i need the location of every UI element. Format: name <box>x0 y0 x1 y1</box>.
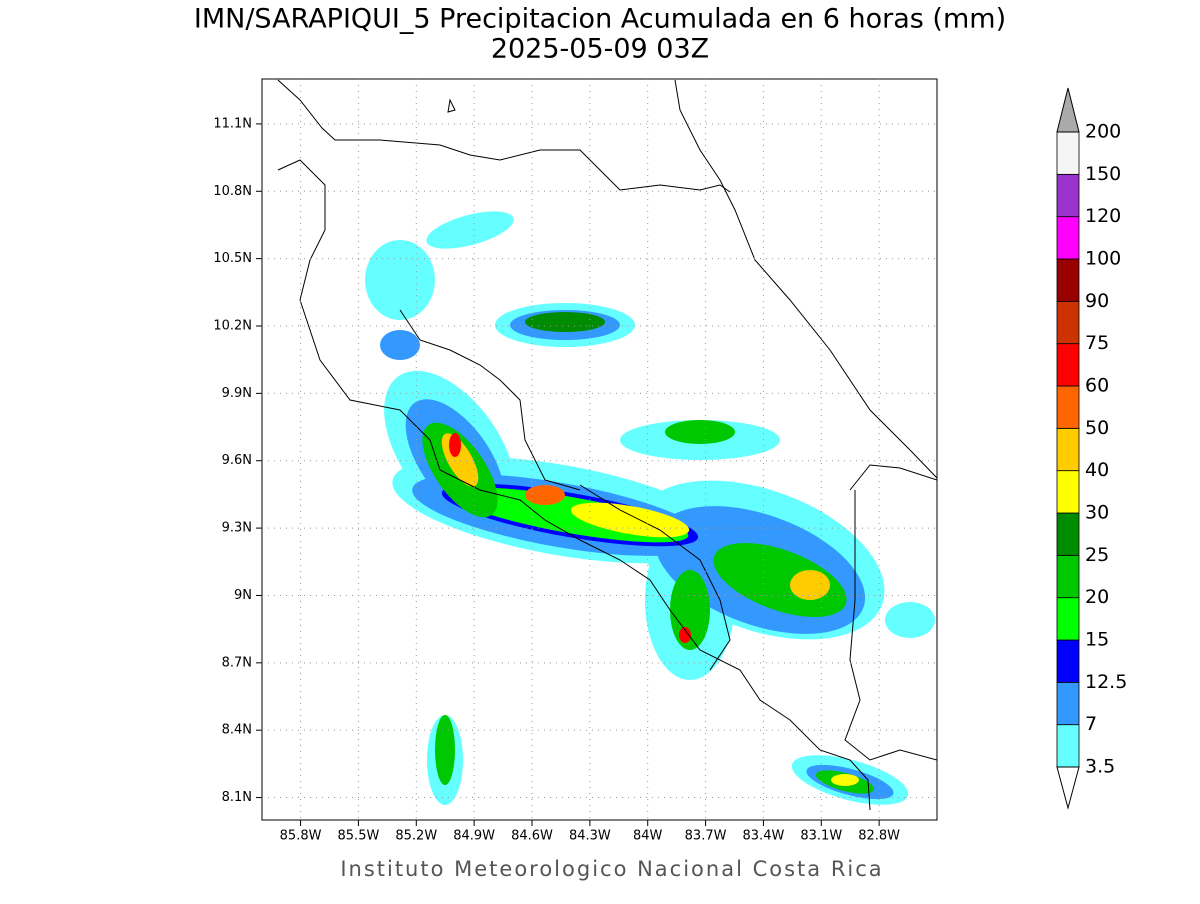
colorbar-label: 150 <box>1085 163 1121 185</box>
colorbar-bin <box>1056 343 1080 387</box>
lat-tick-label: 10.5N <box>213 251 252 266</box>
precipitation-field <box>365 211 935 805</box>
lat-tick-label: 9.9N <box>222 386 252 401</box>
lon-tick-label: 83.7W <box>685 829 727 844</box>
colorbar-over <box>1056 87 1080 133</box>
lon-tick-label: 83.1W <box>800 829 842 844</box>
lat-tick-label: 9.3N <box>222 521 252 536</box>
colorbar-label: 90 <box>1085 290 1109 312</box>
lon-tick-label: 84.6W <box>511 829 553 844</box>
colorbar-label: 75 <box>1085 332 1109 354</box>
lat-tick-label: 10.2N <box>213 319 252 334</box>
colorbar-bin <box>1056 597 1080 641</box>
colorbar-bin <box>1056 131 1080 175</box>
colorbar-bin <box>1056 639 1080 683</box>
colorbar-label: 30 <box>1085 502 1109 524</box>
lat-tick-label: 11.1N <box>213 116 252 131</box>
colorbar-label: 3.5 <box>1085 756 1115 778</box>
coastlines <box>277 79 937 811</box>
lat-tick-label: 9N <box>234 588 252 603</box>
colorbar-label: 60 <box>1085 375 1109 397</box>
lon-tick-label: 84.9W <box>453 829 495 844</box>
title: IMN/SARAPIQUI_5 Precipitacion Acumulada … <box>194 4 1006 35</box>
lat-tick-label: 8.1N <box>222 790 252 805</box>
colorbar-label: 40 <box>1085 459 1109 481</box>
colorbar-label: 120 <box>1085 205 1121 227</box>
colorbar-under <box>1056 766 1080 810</box>
lon-tick-label: 83.4W <box>743 829 785 844</box>
colorbar-label: 100 <box>1085 248 1121 270</box>
colorbar-bin <box>1056 300 1080 345</box>
colorbar-label: 50 <box>1085 417 1109 439</box>
lon-tick-label: 85.2W <box>395 829 437 844</box>
lat-tick-label: 10.8N <box>213 184 252 199</box>
footer: Instituto Meteorologico Nacional Costa R… <box>340 857 883 881</box>
lon-tick-label: 85.8W <box>280 829 322 844</box>
colorbar-bin <box>1056 681 1080 726</box>
colorbar-bin <box>1056 427 1080 472</box>
colorbar-bin <box>1056 470 1080 514</box>
colorbar-label: 12.5 <box>1085 671 1127 693</box>
colorbar-label: 7 <box>1085 713 1097 735</box>
colorbar-bin <box>1056 724 1080 768</box>
colorbar-label: 200 <box>1085 121 1121 143</box>
lon-tick-label: 84W <box>633 829 663 844</box>
colorbar-bin <box>1056 216 1080 260</box>
colorbar-label: 15 <box>1085 629 1109 651</box>
lat-tick-label: 9.6N <box>222 453 252 468</box>
colorbar-bin <box>1056 385 1080 429</box>
lat-tick-label: 8.7N <box>222 655 252 670</box>
colorbar-bin <box>1056 554 1080 599</box>
lon-tick-label: 84.3W <box>569 829 611 844</box>
colorbar-bin <box>1056 512 1080 556</box>
colorbar-label: 25 <box>1085 544 1109 566</box>
lon-tick-label: 82.8W <box>858 829 900 844</box>
colorbar-bin <box>1056 258 1080 302</box>
lon-tick-label: 85.5W <box>338 829 380 844</box>
colorbar-label: 20 <box>1085 586 1109 608</box>
subtitle: 2025-05-09 03Z <box>491 34 709 65</box>
lat-tick-label: 8.4N <box>222 723 252 738</box>
colorbar-bin <box>1056 173 1080 218</box>
map-frame <box>261 78 938 821</box>
